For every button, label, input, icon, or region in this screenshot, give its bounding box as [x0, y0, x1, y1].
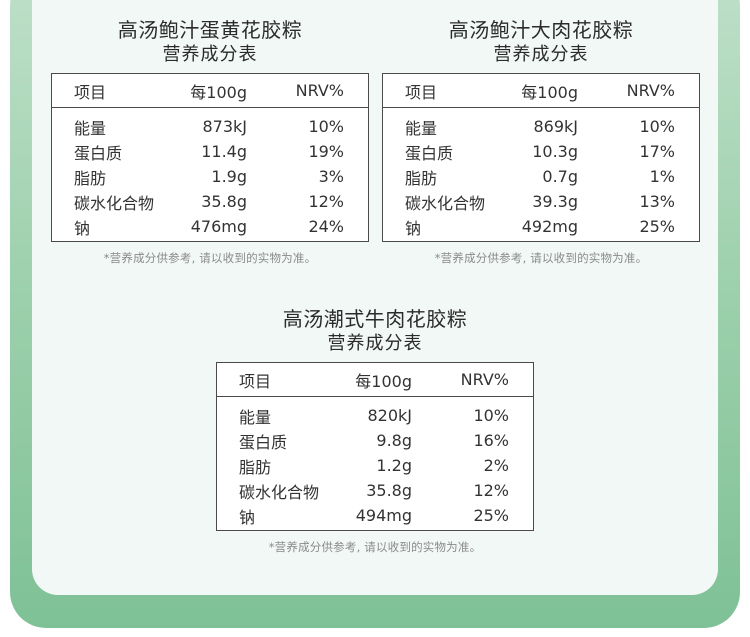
per-100g-value: 873kJ: [202, 117, 247, 136]
nutrient-name: 脂肪: [74, 168, 107, 188]
nrv-value: 17%: [639, 142, 675, 161]
per-100g-value: 1.9g: [211, 167, 247, 186]
table-row: 脂肪 1.9g 3%: [52, 164, 368, 189]
nutrient-name: 钠: [405, 218, 422, 238]
nrv-value: 13%: [639, 192, 675, 211]
per-100g-value: 476mg: [190, 217, 247, 236]
table-subtitle: 营养成分表: [493, 44, 589, 65]
table-row: 能量 873kJ 10%: [52, 114, 368, 139]
product-title: 高汤潮式牛肉花胶粽: [282, 307, 468, 331]
disclaimer-note: *营养成分供参考, 请以收到的实物为准。: [434, 251, 648, 265]
per-100g-value: 11.4g: [201, 142, 247, 161]
nutrition-table: 项目 每100g NRV% 能量 873kJ 10% 蛋白质 11.4g 19% 脂肪 1…: [51, 73, 369, 242]
header-per-100g: 每100g: [355, 371, 412, 391]
per-100g-value: 492mg: [521, 217, 578, 236]
per-100g-value: 494mg: [355, 506, 412, 525]
nutrient-name: 脂肪: [239, 457, 272, 477]
nutrient-name: 钠: [239, 507, 256, 527]
table-row: 蛋白质 11.4g 19%: [52, 139, 368, 164]
per-100g-value: 820kJ: [367, 406, 412, 425]
header-nrv: NRV%: [295, 81, 344, 100]
nutrient-name: 碳水化合物: [239, 482, 320, 502]
table-row: 脂肪 0.7g 1%: [383, 164, 699, 189]
nrv-value: 24%: [308, 217, 344, 236]
per-100g-value: 35.8g: [201, 192, 247, 211]
nrv-value: 10%: [308, 117, 344, 136]
nrv-value: 16%: [473, 431, 509, 450]
nrv-value: 19%: [308, 142, 344, 161]
header-item: 项目: [239, 371, 272, 391]
nutrition-block-2: 高汤鲍汁大肉花胶粽 营养成分表 项目 每100g NRV% 能量 869kJ 10%…: [382, 17, 700, 266]
table-row: 能量 820kJ 10%: [217, 403, 533, 428]
table-subtitle: 营养成分表: [327, 333, 423, 354]
per-100g-value: 869kJ: [533, 117, 578, 136]
per-100g-value: 35.8g: [366, 481, 412, 500]
nutrient-name: 碳水化合物: [74, 193, 155, 213]
nutrition-block-3: 高汤潮式牛肉花胶粽 营养成分表 项目 每100g NRV% 能量 820kJ 10%…: [216, 306, 534, 555]
table-row: 钠 476mg 24%: [52, 214, 368, 239]
table-row: 蛋白质 10.3g 17%: [383, 139, 699, 164]
nrv-value: 25%: [639, 217, 675, 236]
nrv-value: 1%: [649, 167, 675, 186]
nutrient-name: 蛋白质: [405, 143, 454, 163]
nutrition-table: 项目 每100g NRV% 能量 869kJ 10% 蛋白质 10.3g 17% 脂肪 0…: [382, 73, 700, 242]
header-per-100g: 每100g: [190, 82, 247, 102]
table-row: 碳水化合物 35.8g 12%: [52, 189, 368, 214]
per-100g-value: 1.2g: [376, 456, 412, 475]
nrv-value: 3%: [318, 167, 344, 186]
nutrient-name: 能量: [239, 407, 272, 427]
table-row: 脂肪 1.2g 2%: [217, 453, 533, 478]
nrv-value: 12%: [473, 481, 509, 500]
table-subtitle: 营养成分表: [162, 44, 258, 65]
per-100g-value: 0.7g: [542, 167, 578, 186]
per-100g-value: 9.8g: [376, 431, 412, 450]
nutrient-name: 碳水化合物: [405, 193, 486, 213]
nutrient-name: 蛋白质: [239, 432, 288, 452]
product-title: 高汤鲍汁大肉花胶粽: [448, 18, 634, 42]
nutrient-name: 蛋白质: [74, 143, 123, 163]
nrv-value: 25%: [473, 506, 509, 525]
product-title: 高汤鲍汁蛋黄花胶粽: [117, 18, 303, 42]
table-row: 能量 869kJ 10%: [383, 114, 699, 139]
header-item: 项目: [405, 82, 438, 102]
nrv-value: 2%: [483, 456, 509, 475]
table-header: 项目 每100g NRV%: [52, 74, 368, 108]
table-header: 项目 每100g NRV%: [383, 74, 699, 108]
disclaimer-note: *营养成分供参考, 请以收到的实物为准。: [268, 540, 482, 554]
table-row: 碳水化合物 35.8g 12%: [217, 478, 533, 503]
nrv-value: 12%: [308, 192, 344, 211]
nutrient-name: 脂肪: [405, 168, 438, 188]
header-per-100g: 每100g: [521, 82, 578, 102]
table-row: 蛋白质 9.8g 16%: [217, 428, 533, 453]
header-item: 项目: [74, 82, 107, 102]
header-nrv: NRV%: [626, 81, 675, 100]
nutrition-table: 项目 每100g NRV% 能量 820kJ 10% 蛋白质 9.8g 16% 脂肪 1.…: [216, 362, 534, 531]
nrv-value: 10%: [639, 117, 675, 136]
table-row: 钠 492mg 25%: [383, 214, 699, 239]
table-row: 钠 494mg 25%: [217, 503, 533, 528]
nutrition-block-1: 高汤鲍汁蛋黄花胶粽 营养成分表 项目 每100g NRV% 能量 873kJ 10%…: [51, 17, 369, 266]
nutrient-name: 能量: [405, 118, 438, 138]
nutrient-name: 能量: [74, 118, 107, 138]
per-100g-value: 39.3g: [532, 192, 578, 211]
header-nrv: NRV%: [460, 370, 509, 389]
table-header: 项目 每100g NRV%: [217, 363, 533, 397]
nutrient-name: 钠: [74, 218, 91, 238]
nrv-value: 10%: [473, 406, 509, 425]
disclaimer-note: *营养成分供参考, 请以收到的实物为准。: [103, 251, 317, 265]
per-100g-value: 10.3g: [532, 142, 578, 161]
table-row: 碳水化合物 39.3g 13%: [383, 189, 699, 214]
